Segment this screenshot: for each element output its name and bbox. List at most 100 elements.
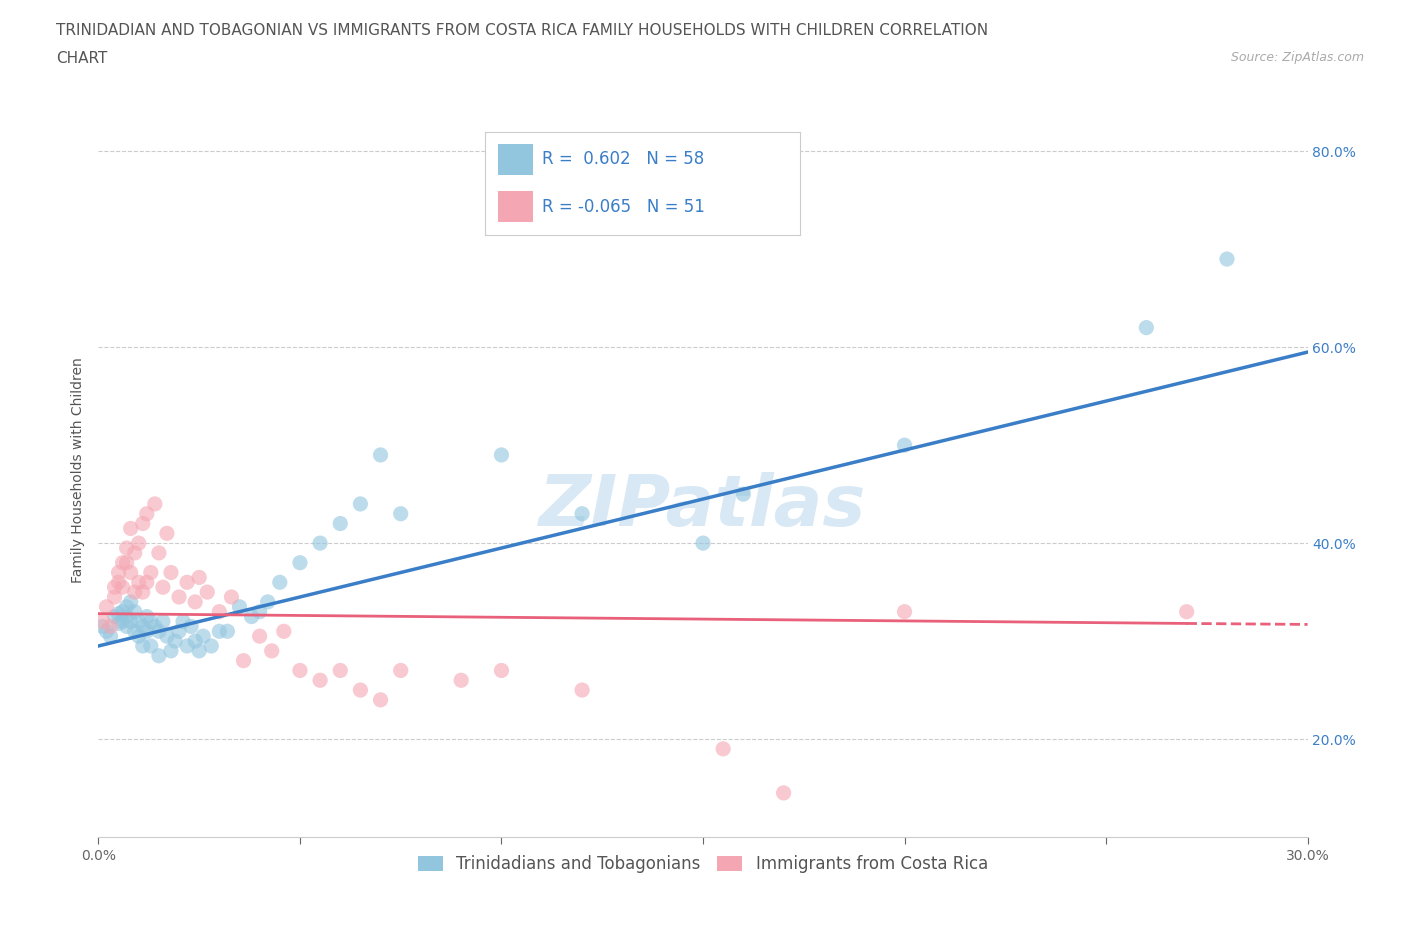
- Point: [139, 565, 162, 580]
- Text: Source: ZipAtlas.com: Source: ZipAtlas.com: [1230, 51, 1364, 64]
- Point: [188, 644, 211, 658]
- Point: [132, 585, 155, 600]
- Point: [249, 604, 271, 619]
- Point: [96, 599, 118, 614]
- Point: [256, 594, 278, 609]
- Point: [329, 516, 352, 531]
- Y-axis label: Family Households with Children: Family Households with Children: [70, 357, 84, 582]
- Point: [184, 594, 207, 609]
- Point: [309, 536, 332, 551]
- Point: [120, 614, 142, 629]
- Point: [135, 609, 157, 624]
- Point: [228, 599, 250, 614]
- Point: [111, 579, 134, 594]
- Point: [571, 683, 593, 698]
- Point: [115, 555, 138, 570]
- Point: [893, 604, 915, 619]
- Point: [273, 624, 295, 639]
- Point: [370, 693, 392, 708]
- Point: [167, 590, 190, 604]
- Point: [491, 447, 513, 462]
- Point: [107, 565, 129, 580]
- Point: [733, 486, 755, 501]
- Point: [221, 590, 243, 604]
- Point: [195, 585, 218, 600]
- Point: [160, 565, 183, 580]
- Point: [139, 614, 162, 629]
- Point: [200, 639, 222, 654]
- Point: [128, 614, 150, 629]
- Point: [571, 506, 593, 521]
- Point: [772, 786, 794, 801]
- Point: [309, 672, 332, 687]
- Point: [269, 575, 291, 590]
- Point: [249, 629, 271, 644]
- Point: [132, 639, 155, 654]
- Point: [152, 614, 174, 629]
- Point: [107, 606, 129, 621]
- Point: [711, 741, 734, 756]
- Point: [167, 624, 190, 639]
- Point: [176, 575, 198, 590]
- Point: [148, 648, 170, 663]
- Legend: Trinidadians and Tobagonians, Immigrants from Costa Rica: Trinidadians and Tobagonians, Immigrants…: [412, 849, 994, 880]
- Text: CHART: CHART: [56, 51, 108, 66]
- Point: [132, 516, 155, 531]
- Point: [232, 653, 254, 668]
- Text: TRINIDADIAN AND TOBAGONIAN VS IMMIGRANTS FROM COSTA RICA FAMILY HOUSEHOLDS WITH : TRINIDADIAN AND TOBAGONIAN VS IMMIGRANTS…: [56, 23, 988, 38]
- Point: [184, 633, 207, 648]
- Point: [143, 497, 166, 512]
- Point: [103, 590, 125, 604]
- Point: [135, 624, 157, 639]
- Point: [1216, 252, 1239, 267]
- Point: [240, 609, 263, 624]
- Point: [120, 594, 142, 609]
- Point: [152, 579, 174, 594]
- Point: [148, 624, 170, 639]
- Point: [91, 619, 114, 634]
- Point: [107, 616, 129, 631]
- Point: [128, 575, 150, 590]
- Point: [176, 639, 198, 654]
- Point: [107, 575, 129, 590]
- Point: [329, 663, 352, 678]
- Point: [120, 521, 142, 536]
- Point: [389, 663, 412, 678]
- Point: [100, 619, 122, 634]
- Point: [349, 683, 371, 698]
- Point: [139, 639, 162, 654]
- Point: [96, 624, 118, 639]
- Point: [100, 629, 122, 644]
- Point: [349, 497, 371, 512]
- Point: [208, 604, 231, 619]
- Point: [91, 614, 114, 629]
- Point: [124, 604, 146, 619]
- Point: [128, 536, 150, 551]
- Point: [370, 447, 392, 462]
- Point: [288, 663, 311, 678]
- Point: [156, 525, 179, 540]
- Point: [260, 644, 283, 658]
- Point: [692, 536, 714, 551]
- Point: [156, 629, 179, 644]
- Point: [491, 663, 513, 678]
- Point: [893, 438, 915, 453]
- Point: [103, 609, 125, 624]
- Point: [193, 629, 215, 644]
- Point: [288, 555, 311, 570]
- Point: [111, 555, 134, 570]
- Point: [217, 624, 239, 639]
- Point: [148, 546, 170, 561]
- Point: [389, 506, 412, 521]
- Point: [115, 599, 138, 614]
- Point: [128, 629, 150, 644]
- Point: [111, 614, 134, 629]
- Point: [115, 609, 138, 624]
- Point: [111, 604, 134, 619]
- Point: [124, 546, 146, 561]
- Point: [1175, 604, 1198, 619]
- Point: [115, 619, 138, 634]
- Point: [115, 540, 138, 555]
- Point: [135, 506, 157, 521]
- Point: [172, 614, 194, 629]
